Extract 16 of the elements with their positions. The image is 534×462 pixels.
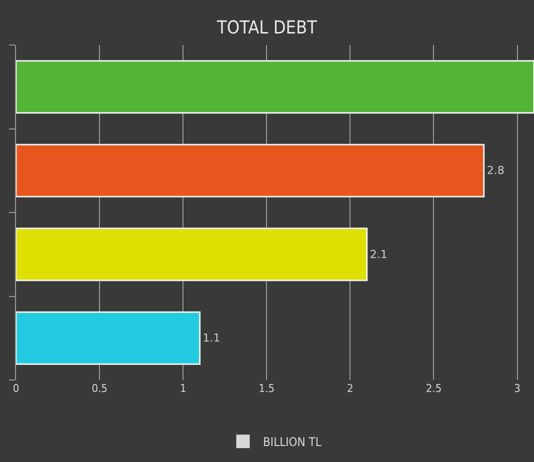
bar <box>16 60 534 114</box>
bar <box>16 228 368 282</box>
text: BILLION TL <box>263 435 322 450</box>
x-tick-label: 1.5 <box>258 382 275 395</box>
data-label: 1.1 <box>202 332 220 345</box>
x-tick-label: 2 <box>347 382 354 395</box>
x-tick-label: 1 <box>180 382 186 395</box>
data-label: 2.8 <box>486 164 504 178</box>
bar <box>16 311 201 365</box>
x-tick-label: 0 <box>12 382 20 395</box>
x-tick-label: 3 <box>514 382 520 395</box>
x-tick-label: 0.5 <box>92 382 108 395</box>
x-tick-label: 2.5 <box>426 382 442 395</box>
bar <box>16 144 485 198</box>
data-label: 2.1 <box>370 248 388 261</box>
chart-title: TOTAL DEBT <box>216 17 318 38</box>
